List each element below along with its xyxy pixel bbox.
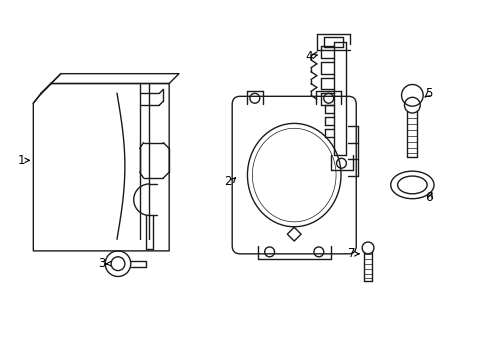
- Text: 5: 5: [425, 87, 432, 100]
- Text: 7: 7: [347, 247, 354, 260]
- Text: 4: 4: [305, 50, 312, 63]
- Text: 6: 6: [425, 191, 432, 204]
- Text: 3: 3: [99, 257, 106, 270]
- Text: 1: 1: [18, 154, 25, 167]
- Text: 2: 2: [224, 175, 231, 189]
